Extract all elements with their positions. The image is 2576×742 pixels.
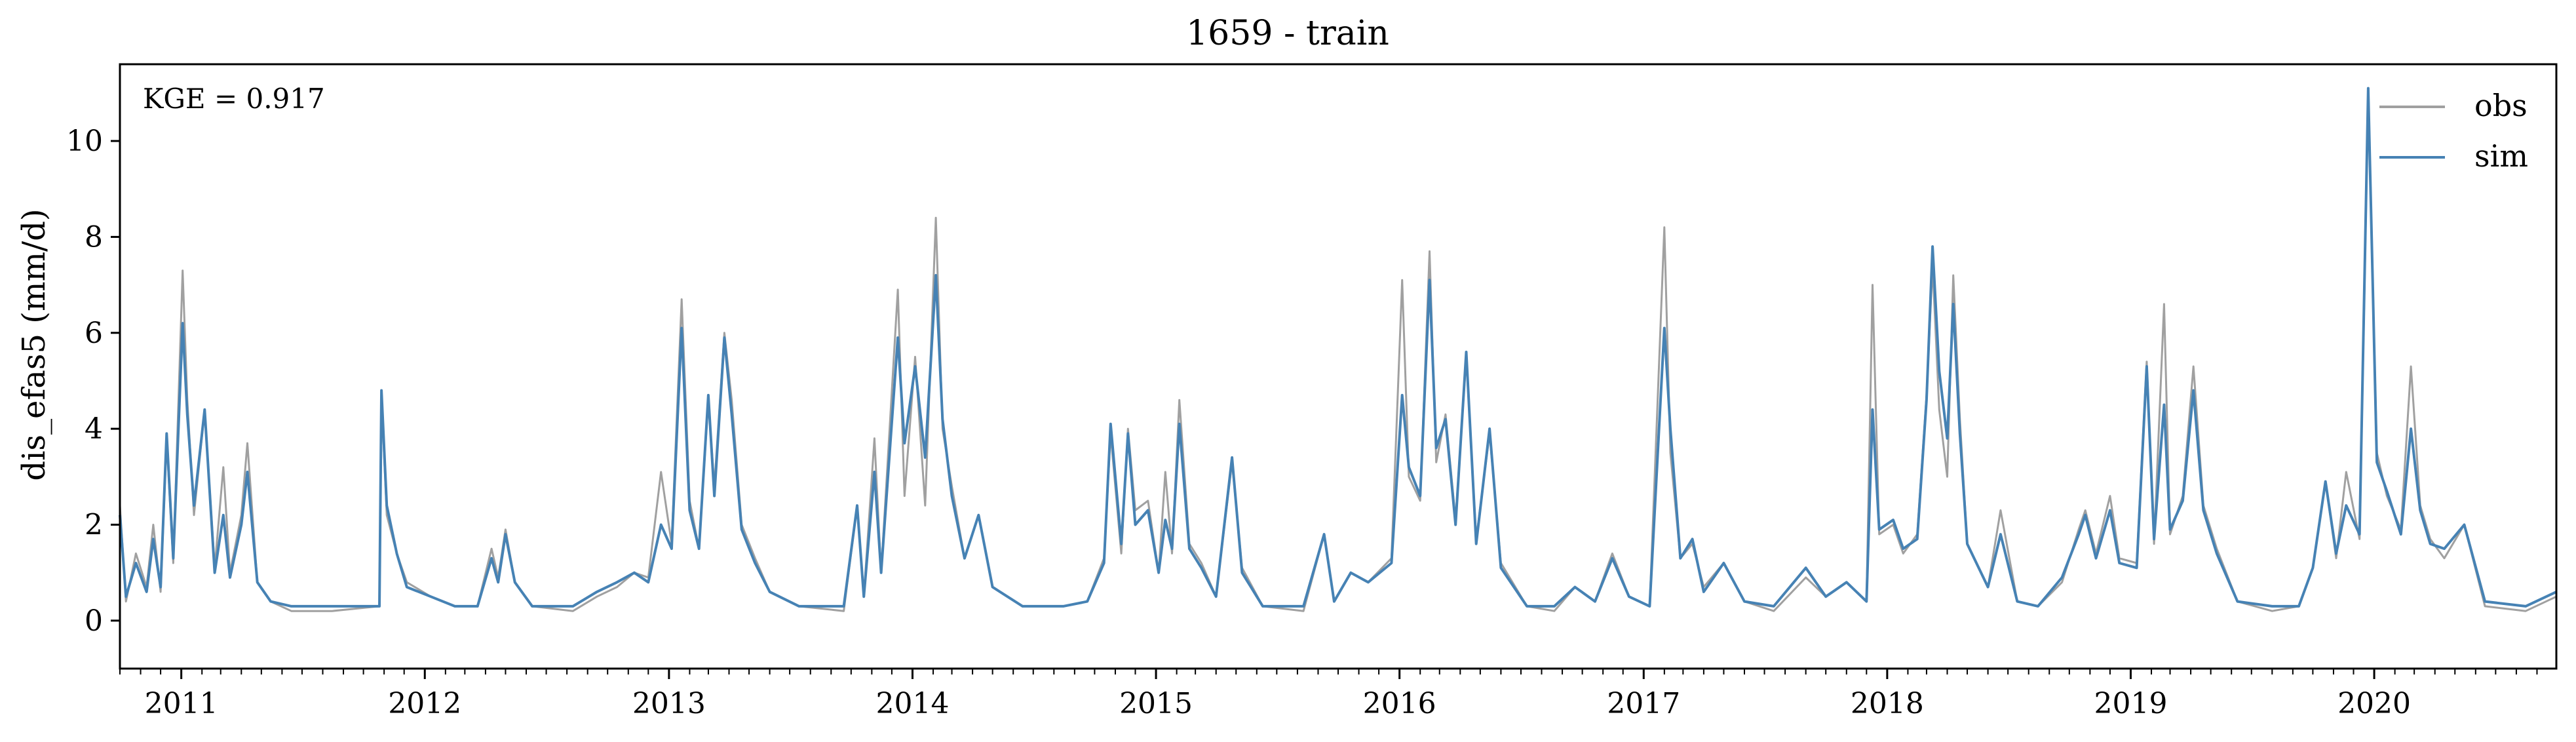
plot-frame (119, 63, 2558, 670)
x-tick-label: 2012 (388, 687, 461, 720)
x-tick-label: 2016 (1363, 687, 1436, 720)
x-tick-label: 2020 (2337, 687, 2411, 720)
x-tick-label: 2013 (632, 687, 706, 720)
kge-annotation: KGE = 0.917 (143, 83, 325, 115)
y-tick-label: 4 (85, 412, 103, 446)
x-tick-label: 2017 (1607, 687, 1680, 720)
series-line-obs (119, 96, 2557, 612)
x-tick-label: 2018 (1851, 687, 1924, 720)
y-tick-label: 10 (66, 125, 103, 158)
y-tick-label: 8 (85, 220, 103, 254)
y-axis-label: dis_efas5 (mm/d) (16, 208, 52, 480)
legend-obs-label: obs (2474, 88, 2528, 123)
y-tick-label: 6 (85, 317, 103, 350)
legend: obs sim (2379, 88, 2528, 174)
axis-layer: 0 2 4 6 8 10 2011 2012 2013 2014 2015 2016 2017 2018 2… (66, 125, 2538, 720)
x-tick-label: 2011 (145, 687, 218, 720)
series-line-sim (119, 87, 2557, 608)
x-tick-label: 2015 (1119, 687, 1193, 720)
series-layer (119, 87, 2557, 612)
x-tick-label: 2014 (875, 687, 949, 720)
x-tick-label: 2019 (2094, 687, 2167, 720)
y-tick-label: 0 (85, 604, 103, 638)
y-tick-label: 2 (85, 508, 103, 541)
legend-sim-label: sim (2474, 138, 2528, 174)
chart-title: 1659 - train (1186, 14, 1389, 53)
